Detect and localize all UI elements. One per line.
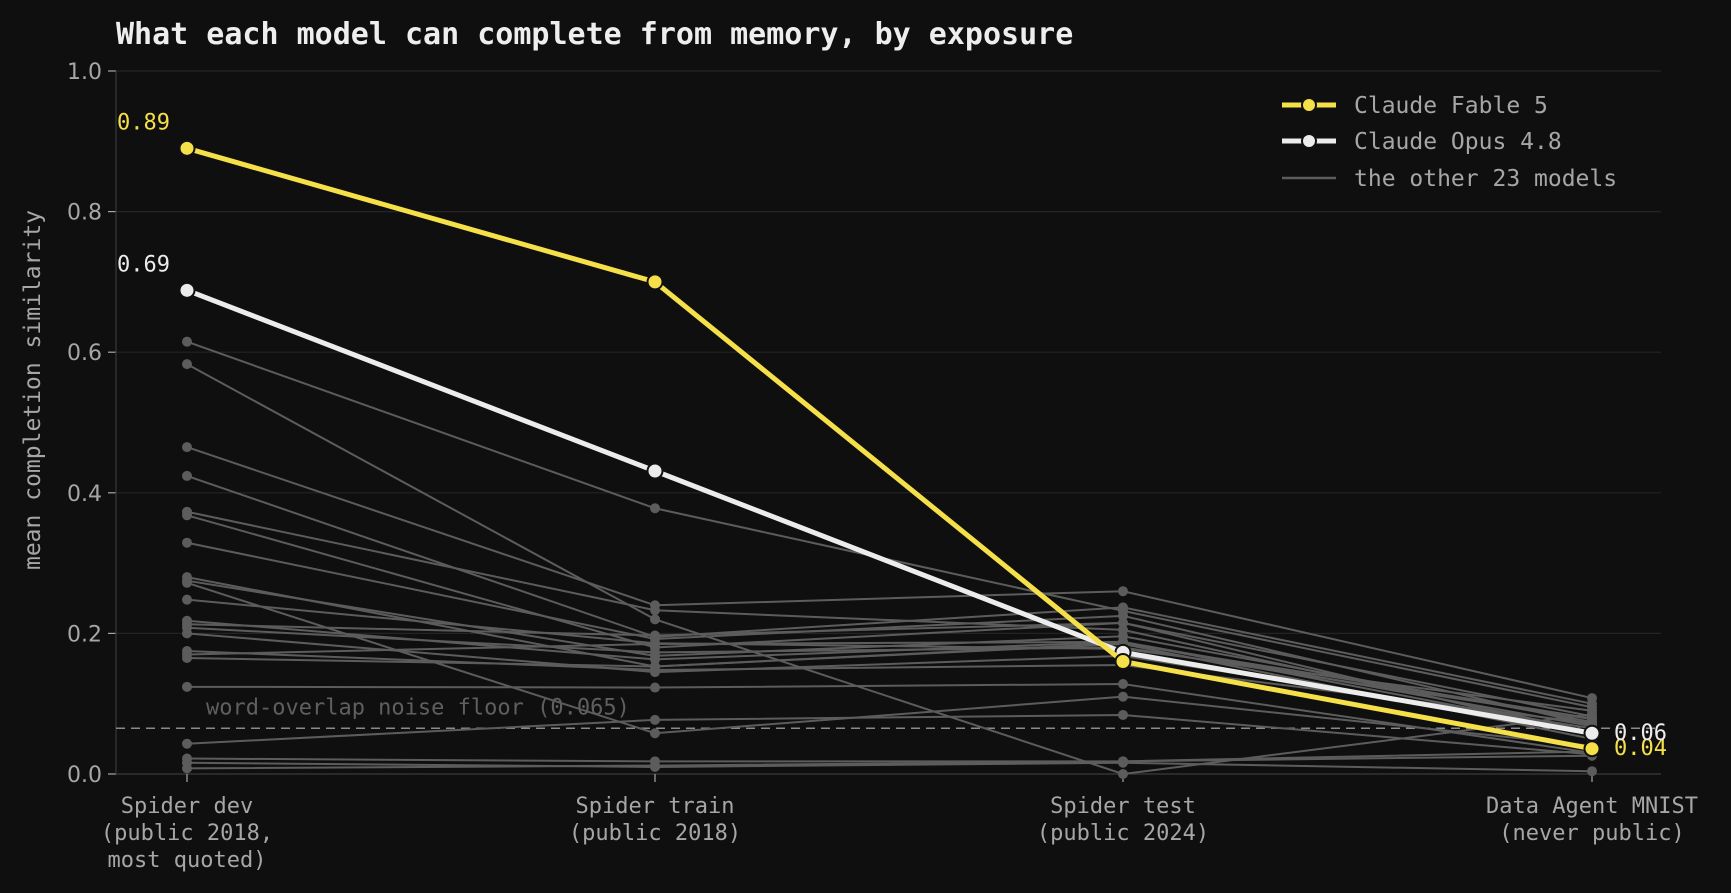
other-model-line <box>186 541 1593 726</box>
other-model-point <box>650 614 660 625</box>
legend-label-opus: Claude Opus 4.8 <box>1354 129 1562 155</box>
x-tick-label-line: (public 2024) <box>1037 821 1209 846</box>
x-tick-label-line: Spider train <box>576 794 735 819</box>
x-tick-label: Spider train (public 2018) <box>569 794 741 846</box>
other-model-point <box>1587 698 1597 709</box>
other-model-point <box>650 682 660 693</box>
other-model-point <box>650 728 660 739</box>
other-model-line <box>186 750 1593 763</box>
other-model-line <box>186 446 1593 700</box>
x-tick-label-line: (public 2018) <box>569 821 741 846</box>
x-tick-label: Spider dev (public 2018, most quoted) <box>101 794 273 873</box>
other-model-point <box>182 442 192 453</box>
opus-series-point <box>1583 724 1601 742</box>
y-tick-label: 0.6 <box>67 341 102 366</box>
other-model-point <box>1118 691 1128 702</box>
other-model-point <box>182 336 192 347</box>
other-model-point <box>182 681 192 692</box>
opus-start-value-label: 0.69 <box>117 252 170 277</box>
other-model-point <box>650 638 660 649</box>
other-model-point <box>650 605 660 616</box>
other-model-point <box>182 359 192 370</box>
other-model-line <box>186 363 1593 776</box>
other-model-point <box>650 630 660 641</box>
other-model-point <box>1118 769 1128 779</box>
other-model-line <box>186 683 1593 754</box>
other-model-point <box>182 537 192 548</box>
fable-end-value-label: 0.04 <box>1614 736 1667 761</box>
fable-start-value-label: 0.89 <box>117 110 170 135</box>
x-tick-label-line: most quoted) <box>108 848 267 873</box>
x-tick-label-line: Spider test <box>1050 794 1196 819</box>
opus-series-line <box>186 288 1593 736</box>
legend: Claude Fable 5 Claude Opus 4.8 the other… <box>1282 93 1617 192</box>
other-model-point <box>650 503 660 514</box>
legend-label-other-models: the other 23 models <box>1354 166 1617 192</box>
other-model-point <box>182 510 192 521</box>
value-labels: 0.89 0.69 0.040.06 <box>117 110 1667 761</box>
other-model-point <box>182 628 192 639</box>
y-tick-label: 0.8 <box>67 201 102 226</box>
other-model-line <box>186 621 1593 737</box>
other-model-point <box>650 647 660 658</box>
fable-series-line <box>186 145 1593 752</box>
other-model-point <box>1118 586 1128 597</box>
grid <box>116 70 1661 635</box>
other-model-point <box>1118 610 1128 621</box>
x-tick-label-line: Spider dev <box>121 794 253 819</box>
other-model-point <box>650 714 660 725</box>
other-model-point <box>1118 617 1128 628</box>
other-model-point <box>1118 679 1128 690</box>
opus-series-point <box>646 462 664 480</box>
x-tick-label: Spider test (public 2024) <box>1037 794 1209 846</box>
other-model-point <box>1118 756 1128 767</box>
x-tick-label: Data Agent MNIST (never public) <box>1486 794 1698 846</box>
other-model-line <box>186 761 1593 773</box>
legend-marker-fable <box>1301 97 1317 113</box>
other-model-line <box>186 340 1593 709</box>
other-model-point <box>182 594 192 605</box>
other-model-line <box>186 474 1593 705</box>
y-tick-label: 1.0 <box>67 60 102 85</box>
fable-series-point <box>178 139 196 157</box>
other-model-point <box>650 760 660 771</box>
other-model-point <box>1118 709 1128 720</box>
other-model-line <box>186 640 1593 728</box>
other-model-line <box>186 581 1593 747</box>
fable-series-point <box>1114 653 1132 671</box>
y-axis-label: mean completion similarity <box>20 210 46 570</box>
other-model-line <box>186 713 1593 756</box>
other-model-point <box>182 653 192 664</box>
fable-series-point <box>1583 740 1601 758</box>
other-model-line <box>186 754 1593 770</box>
legend-label-fable: Claude Fable 5 <box>1354 93 1548 119</box>
noise-floor-label: word-overlap noise floor (0.065) <box>206 695 630 720</box>
other-model-point <box>182 577 192 588</box>
opus-end-value-label: 0.06 <box>1614 721 1667 746</box>
highlighted-series <box>178 139 1601 758</box>
other-model-point <box>1587 705 1597 716</box>
x-tick-label-line: (public 2018, <box>101 821 273 846</box>
other-model-point <box>182 738 192 749</box>
y-tick-label: 0.4 <box>67 482 102 507</box>
other-model-point <box>650 661 660 672</box>
other-model-point <box>182 763 192 774</box>
other-model-point <box>1118 602 1128 613</box>
other-model-point <box>650 654 660 665</box>
other-model-point <box>182 470 192 481</box>
chart-title: What each model can complete from memory… <box>116 17 1073 52</box>
opus-series-point <box>178 281 196 299</box>
other-model-point <box>1587 766 1597 777</box>
fable-series-point <box>646 273 664 291</box>
legend-marker-opus <box>1301 133 1317 149</box>
x-tick-label-line: Data Agent MNIST <box>1486 794 1698 819</box>
y-tick-label: 0.0 <box>67 763 102 788</box>
y-tick-label: 0.2 <box>67 622 102 647</box>
noise-floor: word-overlap noise floor (0.065) <box>116 695 1661 730</box>
x-tick-label-line: (never public) <box>1499 821 1684 846</box>
